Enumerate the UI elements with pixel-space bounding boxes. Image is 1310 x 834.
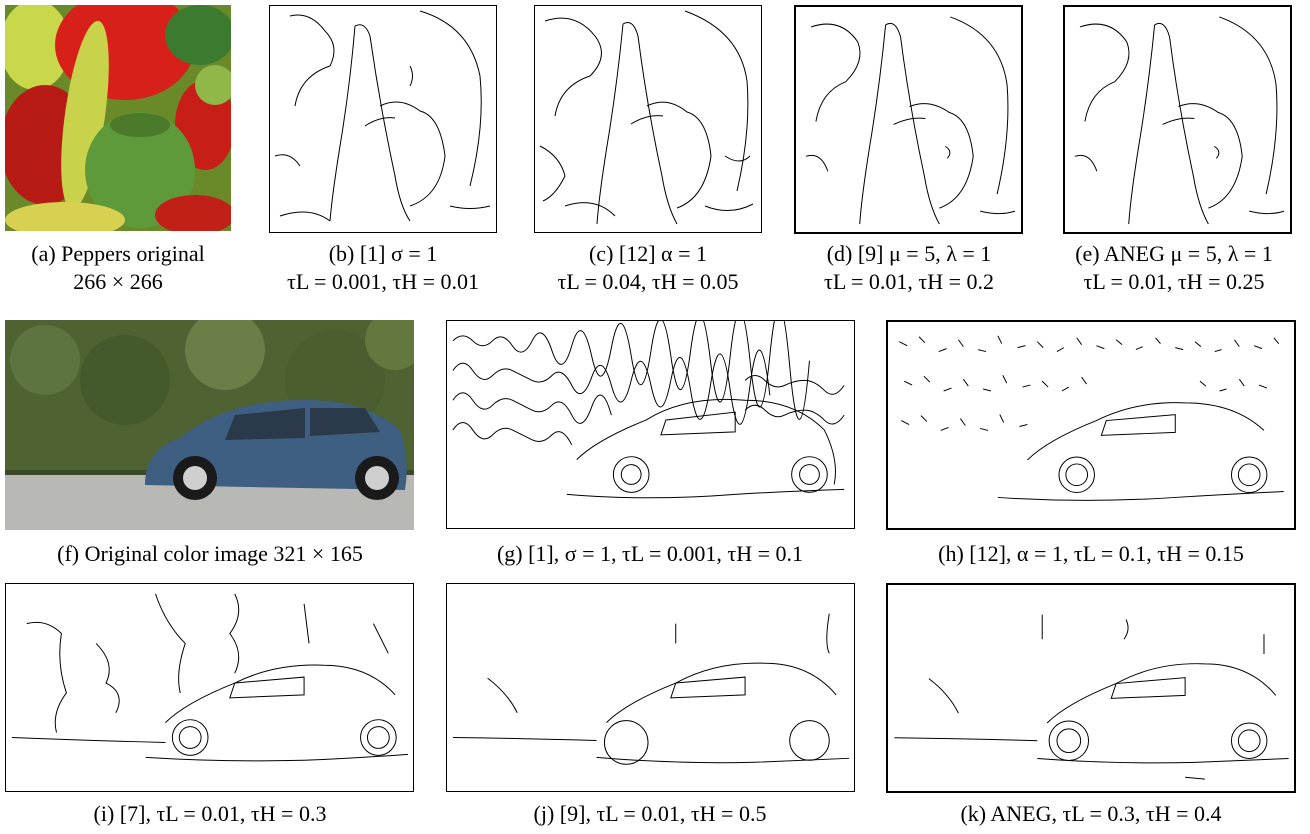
caption-d: (d) [9] μ = 5, λ = 1 τL = 0.01, τH = 0.2 [780, 240, 1038, 296]
edge-map-g [446, 320, 855, 529]
edge-map-h [886, 320, 1296, 530]
edge-map-c [534, 5, 762, 233]
caption-c-line2: τL = 0.04, τH = 0.05 [557, 269, 739, 294]
peppers-original-image [5, 5, 231, 231]
caption-e-line2: τL = 0.01, τH = 0.25 [1083, 269, 1265, 294]
caption-k: (k) ANEG, τL = 0.3, τH = 0.4 [880, 800, 1302, 828]
edge-map-e [1063, 5, 1292, 234]
caption-f-text: (f) Original color image 321 × 165 [57, 541, 363, 566]
caption-k-text: (k) ANEG, τL = 0.3, τH = 0.4 [960, 801, 1222, 826]
caption-g-text: (g) [1], σ = 1, τL = 0.001, τH = 0.1 [496, 541, 804, 566]
edge-map-j [446, 583, 855, 792]
edge-map-b [269, 5, 497, 233]
caption-e: (e) ANEG μ = 5, λ = 1 τL = 0.01, τH = 0.… [1040, 240, 1308, 296]
caption-h: (h) [12], α = 1, τL = 0.1, τH = 0.15 [880, 540, 1302, 568]
caption-a-line1: (a) Peppers original [31, 241, 205, 266]
caption-i-text: (i) [7], τL = 0.01, τH = 0.3 [93, 801, 327, 826]
caption-b-line1: (b) [1] σ = 1 [328, 241, 438, 266]
edge-map-i [5, 583, 414, 792]
caption-c: (c) [12] α = 1 τL = 0.04, τH = 0.05 [518, 240, 778, 296]
caption-d-line2: τL = 0.01, τH = 0.2 [823, 269, 994, 294]
edge-map-k [886, 583, 1296, 793]
caption-h-text: (h) [12], α = 1, τL = 0.1, τH = 0.15 [938, 541, 1244, 566]
edge-map-d [794, 5, 1023, 234]
caption-a-line2: 266 × 266 [73, 269, 163, 294]
caption-g: (g) [1], σ = 1, τL = 0.001, τH = 0.1 [440, 540, 860, 568]
caption-i: (i) [7], τL = 0.01, τH = 0.3 [0, 800, 420, 828]
caption-e-line1: (e) ANEG μ = 5, λ = 1 [1075, 241, 1273, 266]
caption-d-line1: (d) [9] μ = 5, λ = 1 [826, 241, 992, 266]
caption-f: (f) Original color image 321 × 165 [0, 540, 420, 568]
caption-c-line1: (c) [12] α = 1 [588, 241, 707, 266]
caption-b: (b) [1] σ = 1 τL = 0.001, τH = 0.01 [250, 240, 516, 296]
car-original-image [5, 320, 414, 530]
caption-j-text: (j) [9], τL = 0.01, τH = 0.5 [533, 801, 767, 826]
caption-j: (j) [9], τL = 0.01, τH = 0.5 [440, 800, 860, 828]
caption-b-line2: τL = 0.001, τH = 0.01 [286, 269, 479, 294]
caption-a: (a) Peppers original 266 × 266 [0, 240, 236, 296]
